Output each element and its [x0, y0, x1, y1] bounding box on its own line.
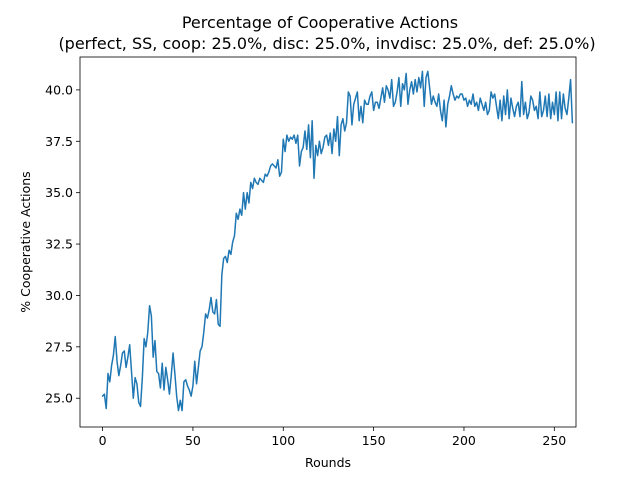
y-tick-label: 25.0	[45, 391, 73, 406]
x-tick-label: 200	[452, 433, 476, 448]
x-tick-label: 100	[271, 433, 295, 448]
y-tick-label: 32.5	[45, 237, 73, 252]
x-tick-label: 250	[542, 433, 566, 448]
chart-subtitle: (perfect, SS, coop: 25.0%, disc: 25.0%, …	[58, 34, 595, 53]
x-tick-label: 0	[99, 433, 107, 448]
x-axis-label: Rounds	[305, 455, 351, 470]
series-line-0	[101, 70, 574, 412]
x-tick-label: 50	[185, 433, 201, 448]
y-tick-label: 40.0	[45, 82, 73, 97]
y-tick-label: 37.5	[45, 134, 73, 149]
y-axis-label: % Cooperative Actions	[18, 171, 33, 312]
x-tick-label: 150	[362, 433, 386, 448]
y-tick-label: 27.5	[45, 339, 73, 354]
axes-frame	[79, 56, 577, 428]
chart-title: Percentage of Cooperative Actions	[182, 13, 458, 32]
plot-area: 0 50 100 150 200 250 25.0 27.5 30.0 32.5 35.0 37.5 4…	[45, 56, 577, 448]
y-tick-label: 35.0	[45, 185, 73, 200]
y-tick-label: 30.0	[45, 288, 73, 303]
